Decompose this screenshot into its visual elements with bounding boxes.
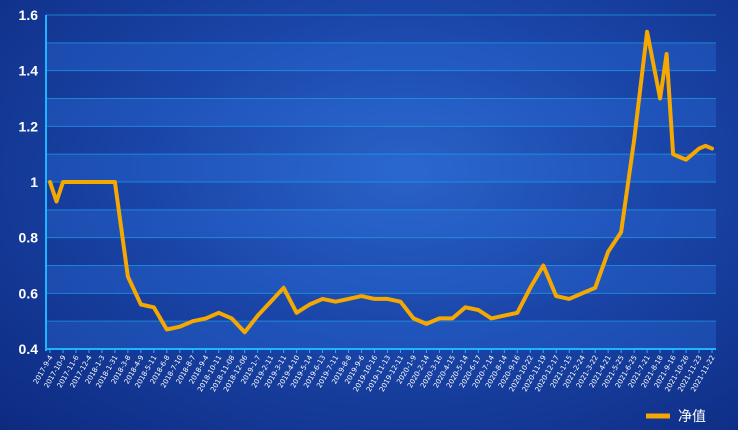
plot-band — [46, 321, 716, 349]
plot-band — [46, 42, 716, 71]
y-tick-label: 1 — [30, 174, 38, 190]
axes — [45, 15, 716, 353]
legend-label-nav: 净值 — [678, 409, 706, 425]
series-line-nav — [48, 29, 714, 335]
plot-band — [46, 265, 716, 294]
plot-bands — [46, 42, 716, 349]
y-tick-label: 1.2 — [19, 118, 39, 134]
plot-band — [46, 98, 716, 127]
y-tick-label: 0.4 — [19, 341, 39, 357]
y-tick-label: 1.6 — [19, 7, 39, 23]
gridlines — [46, 14, 716, 350]
y-tick-label: 0.8 — [19, 230, 39, 246]
x-tick-labels: 2017-9-42017-10-92017-11-62017-12-42018-… — [32, 354, 717, 394]
y-tick-label: 1.4 — [19, 63, 39, 79]
y-tick-labels: 0.4 0.6 0.8 1 1.2 1.4 1.6 — [19, 7, 39, 357]
legend[interactable]: 净值 — [646, 409, 706, 425]
plot-band — [46, 209, 716, 238]
y-tick-label: 0.6 — [19, 285, 39, 301]
plot-band — [46, 154, 716, 182]
series-layer — [48, 29, 714, 335]
